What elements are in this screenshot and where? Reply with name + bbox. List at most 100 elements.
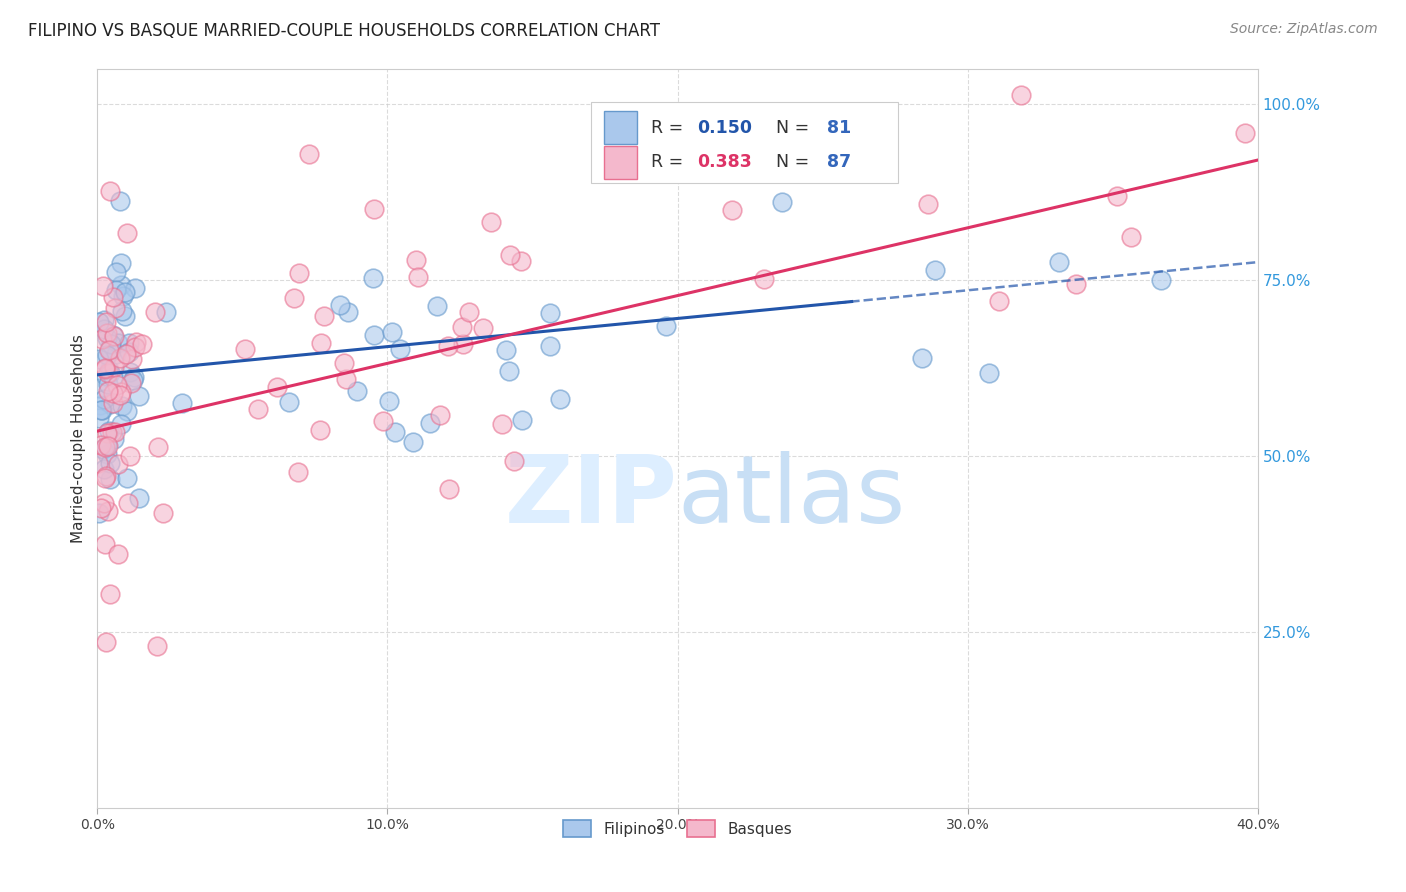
Text: R =: R = xyxy=(651,153,689,171)
Point xyxy=(124,340,146,354)
Point xyxy=(979,366,1001,380)
Point xyxy=(100,343,122,358)
Point xyxy=(548,392,571,407)
Point xyxy=(381,326,404,340)
Point xyxy=(1064,277,1087,291)
Text: 0.150: 0.150 xyxy=(697,119,752,136)
Point xyxy=(94,360,117,375)
Point xyxy=(283,292,305,306)
Point xyxy=(97,377,120,392)
Point xyxy=(121,373,143,387)
Point xyxy=(97,343,120,357)
Point xyxy=(98,397,121,411)
Point xyxy=(333,356,356,370)
Point xyxy=(346,384,368,398)
Point xyxy=(93,496,115,510)
Point xyxy=(987,294,1010,309)
Point xyxy=(105,265,128,279)
Point xyxy=(94,471,117,485)
Point xyxy=(152,507,174,521)
Point xyxy=(110,278,132,293)
Point xyxy=(96,438,118,452)
Point xyxy=(754,272,776,286)
Point xyxy=(128,491,150,505)
Point xyxy=(479,215,502,229)
FancyBboxPatch shape xyxy=(605,145,637,179)
Point xyxy=(87,352,110,367)
Point xyxy=(93,462,115,476)
Point xyxy=(429,409,451,423)
Point xyxy=(1150,272,1173,286)
Point xyxy=(104,301,127,315)
FancyBboxPatch shape xyxy=(591,102,898,183)
Point xyxy=(111,304,134,318)
Point xyxy=(89,314,111,328)
Point xyxy=(96,635,118,649)
Point xyxy=(101,396,124,410)
Point xyxy=(146,639,169,653)
Point xyxy=(105,283,128,297)
Point xyxy=(107,547,129,561)
Point xyxy=(510,253,533,268)
Point xyxy=(436,338,458,352)
Point xyxy=(114,285,136,299)
Point xyxy=(309,423,332,437)
Point xyxy=(98,456,121,470)
Point xyxy=(405,253,427,268)
Text: N =: N = xyxy=(765,119,814,136)
Point xyxy=(94,362,117,376)
Point xyxy=(329,298,352,312)
Point xyxy=(101,370,124,384)
Y-axis label: Married-couple Households: Married-couple Households xyxy=(72,334,86,542)
Point xyxy=(503,454,526,468)
Point xyxy=(101,290,124,304)
Point xyxy=(110,384,132,399)
Point xyxy=(361,271,384,285)
Point xyxy=(125,334,148,349)
Point xyxy=(510,413,533,427)
Point xyxy=(98,184,121,198)
Point xyxy=(491,417,513,431)
Point xyxy=(1119,230,1142,244)
Point xyxy=(108,351,131,365)
Text: ZIP: ZIP xyxy=(505,451,678,543)
Point xyxy=(128,389,150,403)
Point xyxy=(155,305,177,319)
Point xyxy=(115,404,138,418)
Point xyxy=(98,587,121,601)
Point xyxy=(87,411,110,425)
Point xyxy=(104,425,127,440)
Point xyxy=(335,372,357,386)
Point xyxy=(233,342,256,356)
Point xyxy=(89,398,111,412)
Point xyxy=(917,196,939,211)
Point xyxy=(111,288,134,302)
Point xyxy=(419,416,441,430)
Point xyxy=(1047,255,1070,269)
Point xyxy=(96,326,118,340)
Point xyxy=(93,313,115,327)
Point xyxy=(107,458,129,472)
Point xyxy=(118,336,141,351)
Point xyxy=(122,369,145,384)
Point xyxy=(471,321,494,335)
Point xyxy=(495,343,517,357)
Point xyxy=(110,255,132,269)
Point xyxy=(314,309,336,323)
Point xyxy=(98,424,121,438)
Point xyxy=(124,281,146,295)
Point xyxy=(287,465,309,479)
Point xyxy=(143,305,166,319)
Point xyxy=(97,504,120,518)
Point xyxy=(103,359,125,374)
Point xyxy=(498,364,520,378)
Point xyxy=(96,331,118,345)
Point xyxy=(451,337,474,351)
Point xyxy=(499,248,522,262)
Point xyxy=(101,425,124,439)
Point xyxy=(94,537,117,551)
Point xyxy=(146,441,169,455)
Text: atlas: atlas xyxy=(678,451,905,543)
Point xyxy=(121,351,143,366)
Point xyxy=(924,263,946,277)
